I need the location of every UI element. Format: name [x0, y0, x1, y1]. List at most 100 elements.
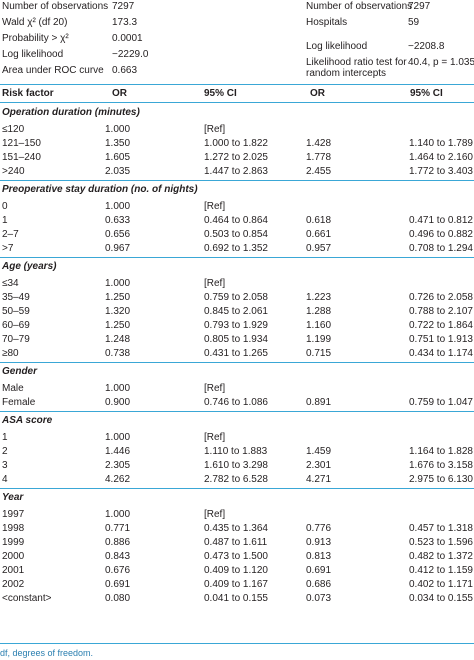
table-row: 1998 0.771 0.435 to 1.364 0.776 0.457 to 1.3…	[0, 522, 474, 535]
section-divider	[0, 488, 474, 489]
cell-label: 60–69	[2, 320, 30, 331]
summary-left-value: 0.663	[112, 65, 138, 76]
cell-label: 50–59	[2, 306, 30, 317]
section-divider	[0, 411, 474, 412]
table-row: 60–69 1.250 0.793 to 1.929 1.160 0.722 to 1.…	[0, 319, 474, 332]
cell-label: 1997	[2, 509, 25, 520]
table-footnote: df, degrees of freedom.	[0, 648, 94, 658]
cell-or-1: 2.035	[105, 166, 131, 177]
cell-or-1: 0.771	[105, 523, 131, 534]
cell-or-1: 1.000	[105, 278, 131, 289]
cell-or-2: 0.686	[306, 579, 332, 590]
cell-or-2: 0.957	[306, 243, 332, 254]
cell-or-2: 2.301	[306, 460, 332, 471]
cell-or-1: 1.446	[105, 446, 131, 457]
section-title: Year	[2, 492, 24, 503]
section-heading: ASA score	[0, 414, 474, 427]
summary-right-label: Hospitals	[306, 17, 348, 28]
cell-ci-1: 0.487 to 1.611	[204, 537, 268, 548]
cell-label: 4	[2, 474, 8, 485]
cell-ci-1: 0.746 to 1.086	[204, 397, 268, 408]
section-heading: Year	[0, 491, 474, 504]
cell-ci-2: 0.759 to 1.047	[409, 397, 473, 408]
cell-ci-1: [Ref]	[204, 383, 226, 394]
cell-label: 2001	[2, 565, 25, 576]
cell-label: 0	[2, 201, 8, 212]
cell-ci-1: [Ref]	[204, 124, 226, 135]
summary-left-value: 7297	[112, 1, 135, 12]
cell-ci-1: 0.692 to 1.352	[204, 243, 268, 254]
cell-ci-1: 1.447 to 2.863	[204, 166, 268, 177]
cell-ci-2: 0.496 to 0.882	[409, 229, 473, 240]
section-title: Operation duration (minutes)	[2, 107, 140, 118]
table-row: 2002 0.691 0.409 to 1.167 0.686 0.402 to 1.1…	[0, 578, 474, 591]
cell-ci-2: 2.975 to 6.130	[409, 474, 473, 485]
cell-label: 1998	[2, 523, 25, 534]
section-heading: Preoperative stay duration (no. of night…	[0, 183, 474, 196]
summary-left-label: Area under ROC curve	[2, 65, 104, 76]
cell-ci-2: 0.402 to 1.171	[409, 579, 473, 590]
cell-or-1: 4.262	[105, 474, 131, 485]
cell-ci-1: 0.503 to 0.854	[204, 229, 268, 240]
cell-ci-2: 0.034 to 0.155	[409, 593, 473, 604]
cell-label: 70–79	[2, 334, 30, 345]
cell-or-1: 1.248	[105, 334, 131, 345]
col-header-or-2: OR	[310, 88, 325, 99]
cell-ci-1: 1.272 to 2.025	[204, 152, 268, 163]
cell-ci-1: 1.610 to 3.298	[204, 460, 268, 471]
cell-ci-1: 0.473 to 1.500	[204, 551, 268, 562]
cell-ci-2: 1.140 to 1.789	[409, 138, 473, 149]
cell-ci-2: 0.471 to 0.812	[409, 215, 473, 226]
cell-ci-1: [Ref]	[204, 509, 226, 520]
cell-or-1: 1.000	[105, 509, 131, 520]
cell-ci-1: 0.759 to 2.058	[204, 292, 268, 303]
table-row: ≤120 1.000 [Ref]	[0, 123, 474, 136]
section-title: ASA score	[2, 415, 53, 426]
cell-or-1: 1.605	[105, 152, 131, 163]
cell-label: 3	[2, 460, 8, 471]
table-row: 0 1.000 [Ref]	[0, 200, 474, 213]
section-divider	[0, 180, 474, 181]
table-row: Male 1.000 [Ref]	[0, 382, 474, 395]
cell-or-1: 1.000	[105, 201, 131, 212]
section-title: Age (years)	[2, 261, 57, 272]
cell-or-1: 1.350	[105, 138, 131, 149]
cell-ci-2: 1.164 to 1.828	[409, 446, 473, 457]
table-row: >7 0.967 0.692 to 1.352 0.957 0.708 to 1.294	[0, 242, 474, 255]
cell-ci-2: 1.772 to 3.403	[409, 166, 473, 177]
cell-or-2: 1.428	[306, 138, 332, 149]
header-bottom-rule	[0, 102, 474, 103]
cell-or-2: 0.073	[306, 593, 332, 604]
cell-ci-1: 0.435 to 1.364	[204, 523, 268, 534]
table-row: 3 2.305 1.610 to 3.298 2.301 1.676 to 3.158	[0, 459, 474, 472]
col-header-risk-factor: Risk factor	[2, 88, 54, 99]
cell-or-1: 0.080	[105, 593, 131, 604]
cell-or-2: 2.455	[306, 166, 332, 177]
table-row: 1 0.633 0.464 to 0.864 0.618 0.471 to 0.812	[0, 214, 474, 227]
cell-label: >7	[2, 243, 14, 254]
cell-or-1: 0.676	[105, 565, 131, 576]
cell-label: 1	[2, 215, 8, 226]
section-title: Gender	[2, 366, 38, 377]
cell-or-2: 0.813	[306, 551, 332, 562]
cell-label: >240	[2, 166, 25, 177]
cell-label: <constant>	[2, 593, 52, 604]
table-row: 2001 0.676 0.409 to 1.120 0.691 0.412 to 1.1…	[0, 564, 474, 577]
cell-label: 2002	[2, 579, 25, 590]
table-row: <constant> 0.080 0.041 to 0.155 0.073 0.034 …	[0, 592, 474, 605]
cell-label: 1	[2, 432, 8, 443]
cell-or-2: 1.778	[306, 152, 332, 163]
summary-right-label: Number of observations	[306, 1, 413, 12]
table-row: >240 2.035 1.447 to 2.863 2.455 1.772 to 3.4…	[0, 165, 474, 178]
cell-or-1: 1.250	[105, 320, 131, 331]
table-row: 151–240 1.605 1.272 to 2.025 1.778 1.464 to …	[0, 151, 474, 164]
cell-ci-2: 0.482 to 1.372	[409, 551, 473, 562]
cell-or-2: 0.661	[306, 229, 332, 240]
summary-left-label: Log likelihood	[2, 49, 64, 60]
cell-ci-2: 0.788 to 2.107	[409, 306, 473, 317]
cell-or-1: 0.738	[105, 348, 131, 359]
cell-label: Male	[2, 383, 24, 394]
cell-label: 2	[2, 446, 8, 457]
cell-or-1: 0.656	[105, 229, 131, 240]
cell-or-1: 0.967	[105, 243, 131, 254]
